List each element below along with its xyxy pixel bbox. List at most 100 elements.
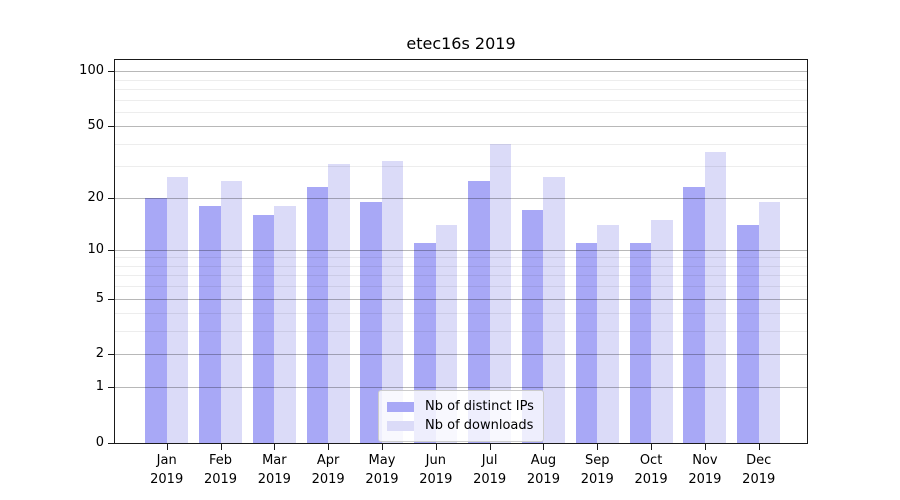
gridline-major [115, 71, 807, 73]
x-tick [758, 444, 760, 450]
x-tick-month: Feb [209, 453, 233, 468]
x-tick-month: Oct [639, 453, 663, 468]
y-tick [108, 354, 114, 356]
gridline-major [115, 354, 807, 356]
bar-ips-sep [575, 242, 598, 443]
x-tick-year: 2019 [365, 472, 399, 487]
legend-label-downloads: Nb of downloads [425, 418, 534, 433]
x-tick [489, 444, 491, 450]
gridline-major [115, 298, 807, 300]
x-tick-month: Sep [584, 453, 610, 468]
x-tick-label: Sep 2019 [565, 451, 629, 489]
bar-ips-jul [468, 180, 490, 443]
x-tick-month: May [368, 453, 396, 468]
x-tick-month: Apr [316, 453, 340, 468]
x-tick-label: Mar 2019 [242, 451, 306, 489]
bar-ips-nov [683, 186, 705, 443]
y-tick-label: 20 [87, 189, 104, 205]
bar-ips-feb [199, 205, 221, 443]
x-tick-year: 2019 [203, 472, 238, 487]
chart-title: etec16s 2019 [406, 34, 516, 53]
bar-downloads-mar [274, 205, 296, 443]
x-tick [274, 444, 276, 450]
x-tick-month: Aug [530, 453, 557, 468]
bar-downloads-oct [651, 219, 673, 443]
bar-downloads-jul [489, 143, 512, 443]
x-tick-label: Jan 2019 [135, 451, 199, 489]
y-tick [108, 126, 114, 128]
x-tick-month: Jul [481, 453, 498, 468]
legend-item-distinct-ips: Nb of distinct IPs [387, 397, 534, 416]
x-tick-year: 2019 [688, 472, 722, 487]
x-tick-month: Mar [262, 453, 287, 468]
y-tick-label: 0 [95, 435, 104, 450]
bar-ips-oct [629, 242, 652, 443]
x-tick-year: 2019 [580, 472, 614, 487]
x-tick-month: Nov [692, 453, 718, 468]
y-tick-label: 1 [95, 379, 104, 395]
legend-label-distinct-ips: Nb of distinct IPs [425, 399, 534, 414]
legend-item-downloads: Nb of downloads [387, 416, 534, 435]
x-tick-label: Jul 2019 [458, 451, 522, 489]
y-tick-label: 2 [95, 346, 104, 362]
x-tick-year: 2019 [634, 472, 668, 487]
legend: Nb of distinct IPs Nb of downloads [378, 390, 544, 442]
x-tick-label: Aug 2019 [511, 451, 575, 489]
y-tick [108, 71, 114, 73]
y-tick [108, 197, 114, 199]
x-tick [435, 444, 437, 450]
gridline-minor [115, 99, 807, 101]
x-tick [381, 444, 383, 450]
bar-ips-dec [737, 224, 759, 443]
x-tick-month: Jun [425, 453, 446, 468]
gridline-minor [115, 143, 807, 145]
x-tick-label: May 2019 [350, 451, 414, 489]
bar-ips-apr [306, 186, 329, 443]
x-tick-label: Apr 2019 [296, 451, 360, 489]
x-tick-year: 2019 [526, 472, 560, 487]
bar-downloads-sep [597, 224, 619, 443]
x-tick [704, 444, 706, 450]
x-tick-label: Jun 2019 [404, 451, 468, 489]
x-tick [220, 444, 222, 450]
bar-ips-jan [145, 197, 167, 443]
x-tick-year: 2019 [150, 472, 184, 487]
x-tick-year: 2019 [742, 472, 776, 487]
y-tick [108, 443, 114, 444]
gridline-minor [115, 331, 807, 333]
bar-ips-may [360, 201, 382, 443]
bar-downloads-apr [328, 163, 350, 443]
bar-downloads-jan [166, 177, 189, 443]
gridline-minor [115, 286, 807, 288]
x-tick-year: 2019 [419, 472, 453, 487]
gridline-major [115, 387, 807, 389]
x-tick-label: Feb 2019 [189, 451, 253, 489]
x-tick [328, 444, 330, 450]
x-tick-label: Oct 2019 [619, 451, 683, 489]
x-tick [543, 444, 545, 450]
gridline-major [115, 126, 807, 128]
bar-downloads-jun [435, 224, 458, 443]
y-tick [108, 387, 114, 389]
bar-downloads-nov [704, 152, 727, 443]
x-tick-month: Dec [746, 453, 772, 468]
bar-ips-mar [252, 214, 275, 443]
x-tick-month: Jan [156, 453, 177, 468]
gridline-minor [115, 88, 807, 90]
legend-swatch-downloads-icon [387, 420, 414, 431]
gridline-major [115, 197, 807, 199]
x-tick [166, 444, 168, 450]
x-tick-year: 2019 [311, 472, 345, 487]
plot-area [114, 59, 808, 444]
gridline-major [115, 249, 807, 251]
y-tick-label: 50 [87, 118, 104, 134]
bar-downloads-dec [758, 201, 781, 443]
gridline-minor [115, 265, 807, 267]
y-tick-label: 5 [95, 290, 104, 306]
gridline-minor [115, 79, 807, 81]
gridline-minor [115, 313, 807, 315]
gridline-minor [115, 111, 807, 113]
gridline-minor [115, 275, 807, 277]
x-tick [651, 444, 653, 450]
